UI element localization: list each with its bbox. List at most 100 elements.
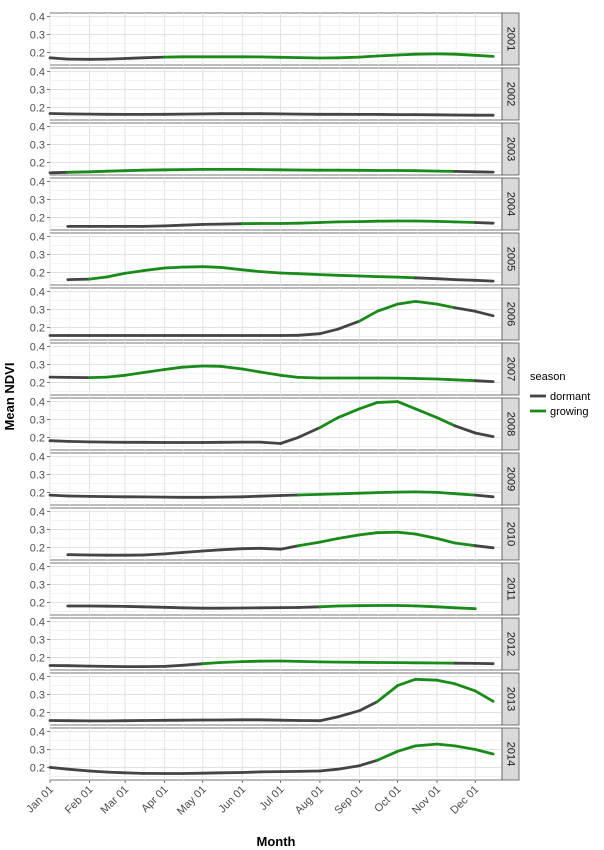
dormant-line-segment <box>180 662 205 667</box>
dormant-line-segment <box>318 715 340 723</box>
dormant-line-segment <box>473 544 495 550</box>
facet-strip-label: 2011 <box>505 577 517 601</box>
dormant-line-segment <box>48 493 70 498</box>
y-tick-label: 0.2 <box>30 652 45 664</box>
growing-line-segment <box>413 299 439 306</box>
facet-strip <box>501 562 520 616</box>
facet-strip-label: 2013 <box>505 687 517 711</box>
panel-background <box>49 342 503 396</box>
growing-line-segment <box>318 492 340 496</box>
y-tick-label: 0.4 <box>30 232 45 244</box>
growing-line-segment <box>375 684 400 704</box>
y-tick-label: 0.3 <box>30 360 45 372</box>
panel-2004: 0.2 0.3 0.4 2004 <box>30 177 520 231</box>
growing-line-segment <box>357 491 379 495</box>
growing-line-segment <box>396 744 417 753</box>
growing-line-segment <box>453 541 477 548</box>
growing-line-segment <box>258 270 282 275</box>
growing-line-segment <box>219 364 244 371</box>
y-tick-label: 0.4 <box>30 452 45 464</box>
dormant-line-segment <box>357 700 379 713</box>
x-tick-label: Mar 01 <box>99 784 132 817</box>
growing-line-segment <box>163 265 184 270</box>
x-tick-label: Sep 01 <box>332 784 365 817</box>
growing-line-segment <box>141 368 167 375</box>
growing-line-segment <box>375 53 400 58</box>
dormant-line-segment <box>219 547 244 552</box>
growing-line-segment <box>66 170 91 174</box>
facet-strip <box>501 177 520 231</box>
growing-line-segment <box>219 265 244 272</box>
growing-line-segment <box>357 401 379 411</box>
y-tick-label: 0.4 <box>30 562 45 574</box>
y-tick-label: 0.3 <box>30 415 45 427</box>
dormant-line-segment <box>357 758 379 768</box>
facet-strip <box>501 232 520 286</box>
facet-strip-label: 2009 <box>505 467 517 491</box>
panel-2012: 0.2 0.3 0.4 2012 <box>30 617 520 671</box>
dormant-line-segment <box>413 276 439 281</box>
dormant-line-segment <box>48 766 70 771</box>
y-tick-label: 0.3 <box>30 690 45 702</box>
growing-line-segment <box>318 220 340 224</box>
growing-line-segment <box>375 530 400 535</box>
facet-strip <box>501 122 520 176</box>
facet-strip <box>501 617 520 671</box>
growing-line-segment <box>318 416 340 430</box>
y-tick-label: 0.3 <box>30 745 45 757</box>
x-tick-label: Nov 01 <box>410 784 443 817</box>
dormant-line-segment <box>279 493 300 497</box>
growing-line-segment <box>375 302 400 313</box>
facet-strip-label: 2006 <box>505 302 517 326</box>
y-tick-label: 0.4 <box>30 122 45 134</box>
growing-line-segment <box>435 219 457 224</box>
growing-line-segment <box>375 490 400 495</box>
dormant-line-segment <box>201 548 223 553</box>
facet-strip-label: 2004 <box>505 192 517 216</box>
growing-line-segment <box>123 269 145 275</box>
panel-background <box>49 287 503 341</box>
growing-line-segment <box>453 682 477 693</box>
growing-line-segment <box>396 299 417 306</box>
dormant-line-segment <box>180 549 205 554</box>
growing-line-segment <box>453 220 477 224</box>
growing-line-segment <box>296 492 322 497</box>
growing-line-segment <box>396 400 417 411</box>
growing-line-segment <box>473 748 495 756</box>
growing-line-segment <box>201 661 223 666</box>
dormant-line-segment <box>336 319 361 331</box>
growing-line-segment <box>396 530 417 536</box>
facet-strip-label: 2007 <box>505 357 517 381</box>
y-tick-label: 0.2 <box>30 432 45 444</box>
y-tick-label: 0.3 <box>30 30 45 42</box>
growing-line-segment <box>336 273 361 278</box>
dormant-line-segment <box>66 277 91 282</box>
growing-line-segment <box>296 221 322 225</box>
growing-line-segment <box>357 309 379 323</box>
growing-line-segment <box>396 52 417 57</box>
panel-2007: 0.2 0.3 0.4 2007 <box>30 342 520 396</box>
dormant-line-segment <box>66 767 91 773</box>
y-tick-label: 0.3 <box>30 195 45 207</box>
growing-line-segment <box>336 533 361 540</box>
dormant-line-segment <box>48 56 70 61</box>
dormant-line-segment <box>453 424 477 435</box>
growing-line-segment <box>413 407 439 420</box>
growing-line-segment <box>453 606 477 611</box>
y-tick-label: 0.4 <box>30 727 45 739</box>
y-tick-label: 0.4 <box>30 12 45 24</box>
facet-strip-label: 2005 <box>505 247 517 271</box>
growing-line-segment <box>88 169 109 174</box>
panel-2003: 0.2 0.3 0.4 2003 <box>30 122 520 176</box>
growing-line-segment <box>296 660 322 664</box>
dormant-line-segment <box>105 57 127 61</box>
facet-strip <box>501 342 520 396</box>
growing-line-segment <box>163 365 184 371</box>
dormant-line-segment <box>296 332 322 337</box>
x-tick-label: Feb 01 <box>63 784 96 817</box>
dormant-line-segment <box>48 170 70 175</box>
dormant-line-segment <box>318 767 340 773</box>
x-tick-label: Jun 01 <box>217 784 249 816</box>
dormant-line-segment <box>318 327 340 336</box>
